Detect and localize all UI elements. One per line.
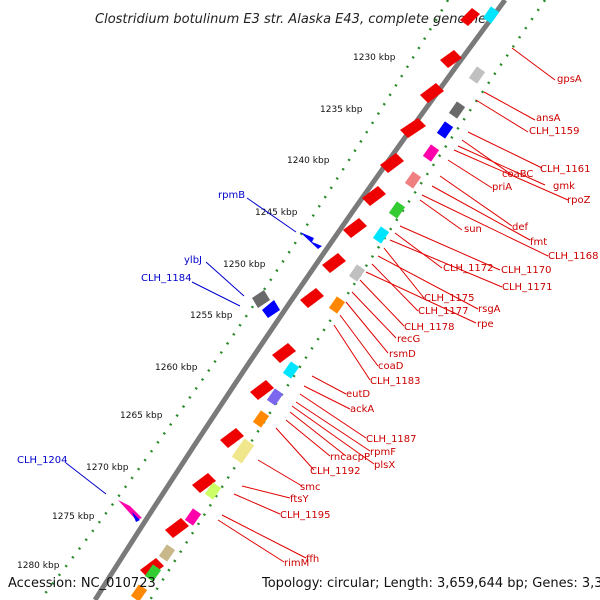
gene-arrow: [220, 428, 244, 448]
gene-label: CLH_1195: [280, 510, 331, 521]
tick-labels: 1230 kbp 1235 kbp 1240 kbp 1245 kbp 1250…: [17, 53, 396, 571]
tick-label: 1235 kbp: [320, 105, 363, 115]
gene-label: rpoZ: [567, 195, 591, 206]
tick-label: 1270 kbp: [86, 463, 129, 473]
gene-label: gmk: [553, 181, 575, 192]
gene-label: sun: [464, 224, 482, 235]
accession-label: Accession: NC_010723: [8, 576, 156, 591]
gene-label: CLH_1161: [540, 164, 591, 175]
gene-arrow: [272, 343, 296, 363]
gene-label: rpmF: [370, 447, 396, 458]
gene-label: CLH_1177: [418, 306, 469, 317]
gene-label: def: [512, 222, 529, 233]
gene-label: ansA: [536, 113, 561, 124]
gene-label: CLH_1184: [141, 273, 192, 284]
gene-label: CLH_1175: [424, 293, 475, 304]
gene-arrow: [300, 232, 322, 249]
tick-label: 1275 kbp: [52, 512, 95, 522]
tick-label: 1255 kbp: [190, 311, 233, 321]
gene-label: ackA: [350, 404, 374, 415]
tick-label: 1265 kbp: [120, 411, 163, 421]
gene-label: CLH_1159: [529, 126, 580, 137]
gene-label: coaBC: [502, 169, 533, 180]
gene-arrow: [132, 512, 140, 522]
tick-label: 1250 kbp: [223, 260, 266, 270]
gene-label: ffh: [306, 554, 319, 565]
gene-arrow: [420, 83, 444, 103]
gene-label: rpe: [477, 319, 494, 330]
gene-arrow: [250, 380, 274, 400]
gene-label: rnc: [330, 452, 346, 463]
reverse-leader-lines: [65, 197, 297, 495]
gene-arrow: [343, 218, 367, 238]
gene-label: CLH_1178: [404, 322, 455, 333]
reverse-strand-features: [118, 232, 322, 522]
gene-label: coaD: [378, 361, 404, 372]
tick-label: 1260 kbp: [155, 363, 198, 373]
reverse-gene-labels: rpmB ylbJ CLH_1184 CLH_1204: [17, 190, 245, 466]
gene-label: recG: [397, 334, 420, 345]
gene-label: acpP: [346, 452, 370, 463]
tick-label: 1280 kbp: [17, 561, 60, 571]
gene-label: CLH_1192: [310, 466, 361, 477]
genome-backbone: [92, 0, 508, 600]
gene-label: smc: [300, 482, 320, 493]
gene-label: eutD: [346, 389, 370, 400]
forward-leader-lines: [217, 47, 569, 563]
gene-arrow: [362, 186, 386, 206]
outer-dotted-arc: [39, 0, 450, 600]
gene-label: ftsY: [290, 494, 309, 505]
tick-label: 1230 kbp: [353, 53, 396, 63]
gene-arrow: [262, 300, 280, 318]
gene-label: rpmB: [218, 190, 245, 201]
gene-label: CLH_1172: [443, 263, 494, 274]
gene-label: rimM: [284, 558, 309, 569]
gene-label: rsgA: [478, 304, 501, 315]
gene-label: ylbJ: [184, 255, 202, 266]
map-title: Clostridium botulinum E3 str. Alaska E43…: [95, 12, 486, 27]
inner-dotted-arc: [148, 0, 547, 600]
gene-arrow: [440, 50, 462, 68]
forward-gene-labels: gpsA ansA CLH_1159 CLH_1161 coaBC gmk pr…: [280, 74, 599, 569]
gene-arrow: [380, 153, 404, 173]
topology-label: Topology: circular; Length: 3,659,644 bp…: [261, 576, 600, 591]
gene-label: priA: [492, 182, 512, 193]
tick-label: 1240 kbp: [287, 156, 330, 166]
gene-label: CLH_1168: [548, 251, 599, 262]
gene-label: gpsA: [557, 74, 582, 85]
gene-label: CLH_1187: [366, 434, 417, 445]
gene-label: CLH_1170: [501, 265, 552, 276]
gene-arrow: [118, 500, 142, 520]
gene-label: plsX: [374, 460, 395, 471]
gene-arrow: [322, 253, 346, 273]
gene-label: rsmD: [389, 349, 416, 360]
gene-arrow: [165, 518, 189, 538]
forward-strand-features: [140, 8, 480, 578]
gene-label: CLH_1204: [17, 455, 68, 466]
gene-arrow: [300, 288, 324, 308]
gene-arrow: [192, 473, 216, 493]
tick-label: 1245 kbp: [255, 208, 298, 218]
gene-arrow: [400, 118, 426, 138]
gene-label: fmt: [530, 237, 547, 248]
gene-arrow: [252, 290, 270, 308]
gene-arrow: [460, 8, 480, 26]
cog-color-blocks: [130, 6, 500, 600]
gene-label: CLH_1183: [370, 376, 421, 387]
gene-label: CLH_1171: [502, 282, 553, 293]
